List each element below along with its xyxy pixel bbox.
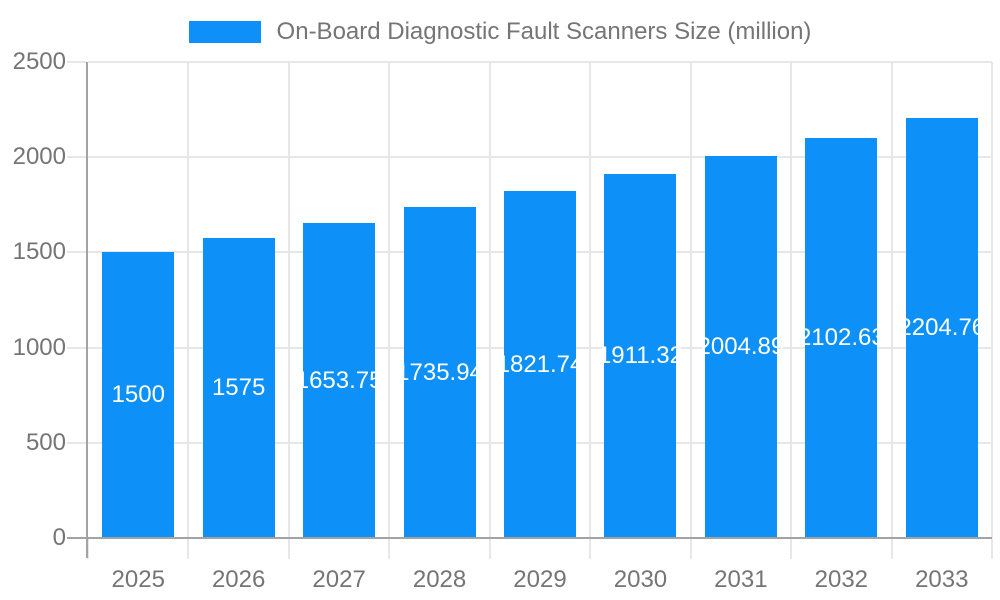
chart-legend[interactable]: On-Board Diagnostic Fault Scanners Size … bbox=[0, 16, 1000, 48]
v-gridline bbox=[991, 62, 993, 538]
x-axis-line bbox=[67, 537, 992, 539]
y-axis-tick bbox=[67, 61, 87, 63]
v-gridline bbox=[287, 62, 290, 538]
plot-area: 1500 2025 1575 2026 1653.75 2027 1735.94 2028 18… bbox=[67, 61, 993, 593]
x-axis-tick bbox=[287, 539, 290, 559]
x-tick-label: 2026 bbox=[211, 566, 266, 593]
x-tick-label: 2025 bbox=[111, 566, 165, 593]
bar bbox=[202, 238, 275, 538]
x-axis-tick bbox=[589, 539, 592, 559]
v-gridline bbox=[488, 62, 491, 538]
y-axis-tick bbox=[67, 441, 87, 444]
y-axis-line bbox=[86, 62, 88, 558]
y-tick-label: 1500 bbox=[12, 238, 66, 266]
y-axis-labels: 0 500 1000 1500 2000 2500 bbox=[0, 0, 66, 600]
bar bbox=[805, 137, 878, 538]
v-gridline bbox=[790, 62, 793, 538]
x-axis-tick bbox=[991, 539, 993, 559]
bar-value-label: 2204.76 bbox=[898, 314, 986, 342]
x-tick-label: 2027 bbox=[312, 566, 366, 593]
v-gridline bbox=[589, 62, 592, 538]
x-axis-tick bbox=[689, 539, 692, 559]
bar-value-label: 1735.94 bbox=[396, 358, 483, 386]
v-gridline bbox=[689, 62, 692, 538]
bar-value-label: 1911.32 bbox=[597, 342, 683, 370]
x-axis-tick bbox=[187, 539, 190, 559]
v-gridline bbox=[890, 62, 893, 538]
bar bbox=[102, 252, 175, 538]
bar-value-label: 1500 bbox=[111, 381, 165, 409]
x-axis-tick bbox=[890, 539, 893, 559]
legend-label: On-Board Diagnostic Fault Scanners Size … bbox=[276, 18, 812, 45]
x-axis-tick bbox=[87, 539, 89, 559]
y-tick-label: 2000 bbox=[12, 143, 66, 171]
bar-value-label: 1653.75 bbox=[295, 366, 383, 394]
x-tick-label: 2030 bbox=[613, 566, 668, 593]
x-axis-tick bbox=[790, 539, 793, 559]
v-gridline bbox=[388, 62, 391, 538]
y-tick-label: 500 bbox=[25, 428, 66, 456]
y-tick-label: 0 bbox=[52, 524, 66, 551]
y-axis-tick bbox=[67, 346, 87, 349]
y-tick-label: 2500 bbox=[12, 48, 66, 75]
bar bbox=[303, 223, 376, 538]
x-tick-label: 2029 bbox=[513, 566, 567, 593]
v-gridline bbox=[187, 62, 190, 538]
y-axis-tick bbox=[67, 251, 87, 254]
x-tick-label: 2032 bbox=[814, 566, 869, 593]
h-gridline bbox=[88, 156, 992, 159]
bar bbox=[905, 118, 978, 538]
y-tick-label: 1000 bbox=[12, 333, 66, 361]
x-axis-tick bbox=[488, 539, 491, 559]
bar bbox=[403, 207, 476, 538]
y-axis-tick bbox=[67, 156, 87, 159]
bar-value-label: 1575 bbox=[211, 374, 266, 402]
bar-value-label: 2004.89 bbox=[697, 333, 785, 361]
h-gridline bbox=[88, 61, 992, 63]
x-tick-label: 2031 bbox=[714, 566, 768, 593]
bar bbox=[604, 174, 677, 538]
x-tick-label: 2033 bbox=[915, 566, 969, 593]
bar bbox=[704, 156, 777, 538]
x-axis-tick bbox=[388, 539, 391, 559]
legend-swatch-icon bbox=[188, 21, 261, 43]
bar-value-label: 1821.74 bbox=[496, 350, 584, 378]
x-tick-label: 2028 bbox=[412, 566, 467, 593]
bar bbox=[504, 191, 576, 538]
bar-value-label: 2102.63 bbox=[797, 323, 885, 351]
